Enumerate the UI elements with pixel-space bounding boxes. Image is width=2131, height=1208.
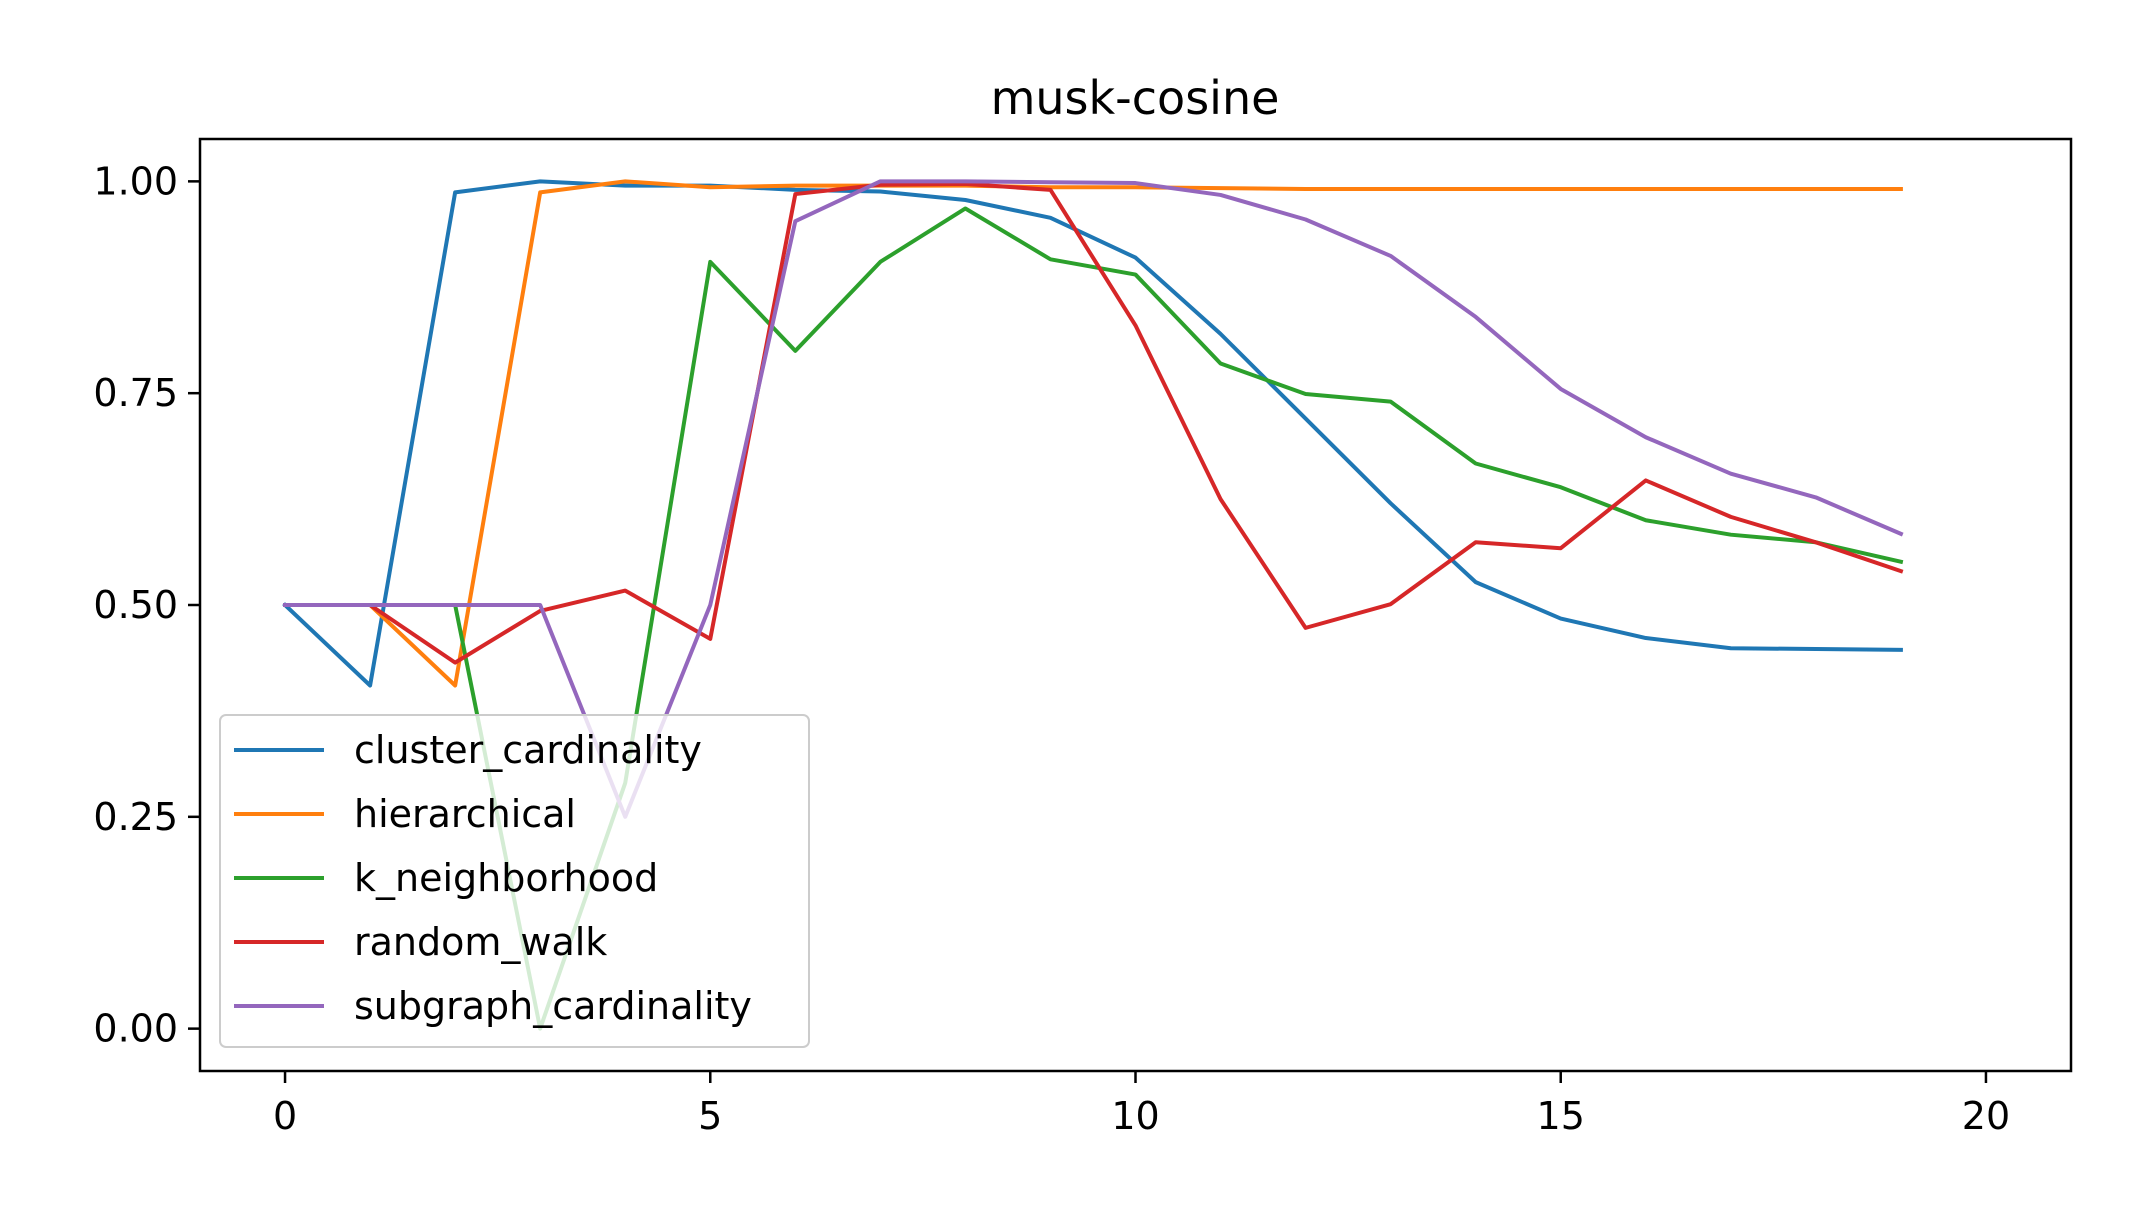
y-tick-label: 1.00: [93, 159, 178, 203]
legend-label: subgraph_cardinality: [354, 984, 752, 1028]
legend-entries: cluster_cardinality hierarchical k_neighbo…: [234, 728, 752, 1028]
legend: cluster_cardinality hierarchical k_neighbo…: [219, 714, 810, 1048]
x-tick-label: 10: [1111, 1094, 1159, 1138]
legend-label: cluster_cardinality: [354, 728, 702, 772]
y-tick-label: 0.25: [93, 795, 178, 839]
legend-label: random_walk: [354, 920, 607, 964]
x-tick-label: 20: [1962, 1094, 2010, 1138]
plot-frame: [198, 137, 2073, 1073]
series-line-subgraph-cardinality: [283, 179, 1904, 819]
series-line-cluster-cardinality: [282, 179, 1903, 688]
y-tick-label: 0.00: [93, 1007, 178, 1051]
x-tick-label: 15: [1537, 1094, 1585, 1138]
x-tick-label: 5: [698, 1094, 722, 1138]
series-line-random-walk: [283, 181, 1904, 665]
chart-title: musk-cosine: [991, 71, 1280, 125]
series-line-hierarchical: [283, 179, 1903, 688]
y-tick-label: 0.75: [93, 371, 178, 415]
x-tick-label: 0: [273, 1094, 297, 1138]
legend-box: [219, 714, 810, 1048]
legend-label: k_neighborhood: [354, 856, 658, 900]
legend-label: hierarchical: [354, 792, 576, 836]
y-tick-label: 0.50: [93, 583, 178, 627]
axis-layer: 0 5 10 15 20 0.00 0.25 0.50 0.75 1.00: [93, 159, 2010, 1138]
